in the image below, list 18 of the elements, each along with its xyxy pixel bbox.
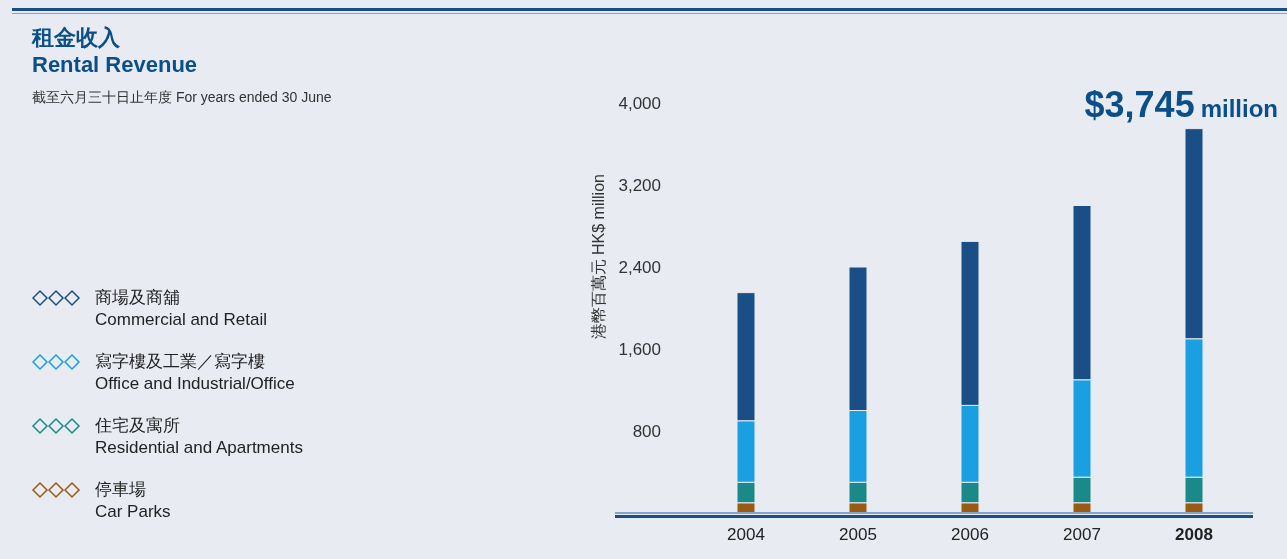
x-tick-label: 2008 [1175,525,1213,544]
x-tick-label: 2007 [1063,525,1101,544]
x-tick-label: 2005 [839,525,877,544]
x-tick-label: 2004 [727,525,765,544]
y-axis-title: 港幣百萬元 HK$ million [590,174,607,340]
y-tick-label: 3,200 [618,176,661,195]
legend-label: 商場及商舖 Commercial and Retail [95,288,267,329]
y-tick-label: 1,600 [618,340,661,359]
x-tick-label: 2006 [951,525,989,544]
legend-label: 住宅及寓所 Residential and Apartments [94,416,303,457]
y-tick-label: 800 [632,422,661,441]
legend-label: 停車場 Car Parks [95,480,171,521]
text: 截至六月三十日止年度 For years ended 30 June [32,89,332,105]
y-tick-label: 4,000 [618,94,661,113]
y-tick-label: 2,400 [618,258,661,277]
text: 租金收入 Rental Revenue [31,25,198,77]
legend-label: 寫字樓及工業／寫字樓 Office and Industrial/Office [95,352,295,393]
annotation: $3,745 million [1084,84,1278,125]
